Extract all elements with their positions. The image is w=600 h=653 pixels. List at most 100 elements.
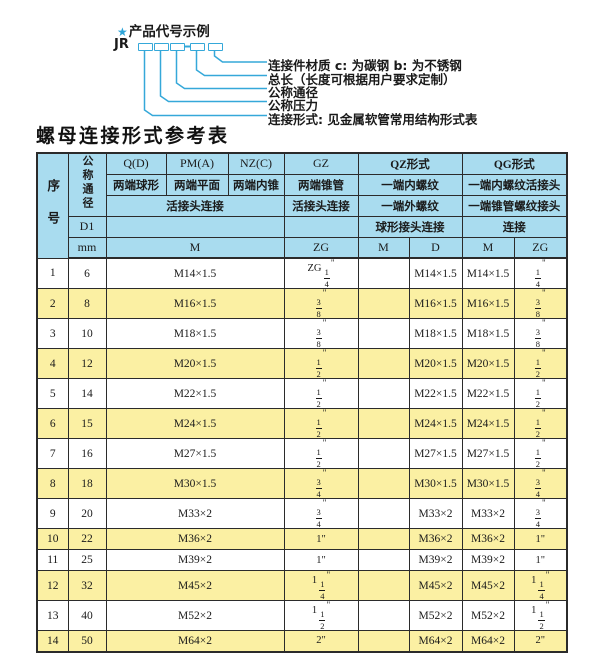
cell-qg-m: M64×2 <box>461 630 515 652</box>
cell-mm: 32 <box>67 570 107 601</box>
cell-qg-m: M39×2 <box>461 549 515 571</box>
cell-mm: 22 <box>67 528 107 550</box>
cell-seq: 8 <box>36 468 69 499</box>
cell-qg-m: M16×1.5 <box>461 288 515 319</box>
nut-connection-table: 序号 公称通径 Q(D) PM(A) NZ(C) GZ QZ形式 QG形式 两端… <box>36 152 569 653</box>
connector-lines <box>143 45 267 117</box>
cell-qz-m <box>357 318 410 349</box>
cell-mm: 6 <box>67 257 107 289</box>
cell-mm: 14 <box>67 378 107 409</box>
table-row: 6 15 M24×1.5 1 2 " M24×1.5 M24×1.5 1 2 " <box>36 408 568 439</box>
header-q-desc: 两端球形 <box>105 173 167 196</box>
cell-qg-zg: 3 4 " <box>513 498 568 529</box>
cell-qz-m <box>357 378 410 409</box>
cell-zg: 3 4 " <box>283 468 359 499</box>
cell-m: M14×1.5 <box>105 257 285 289</box>
table-row: 12 32 M45×2 1 1 4 " M45×2 M45×2 1 1 4 " <box>36 570 568 601</box>
cell-qz-d: M27×1.5 <box>408 438 463 469</box>
cell-zg: 2" <box>283 630 359 652</box>
cell-qz-m <box>357 408 410 439</box>
cell-qz-m <box>357 257 410 289</box>
table-row: 4 12 M20×1.5 1 2 " M20×1.5 M20×1.5 1 2 " <box>36 348 568 379</box>
cell-m: M20×1.5 <box>105 348 285 379</box>
cell-m: M27×1.5 <box>105 438 285 469</box>
cell-mm: 50 <box>67 630 107 652</box>
header-qz-conn: 球形接头连接 <box>357 215 463 238</box>
cell-seq: 4 <box>36 348 69 379</box>
cell-qg-m: M18×1.5 <box>461 318 515 349</box>
cell-m: M16×1.5 <box>105 288 285 319</box>
cell-qz-d: M14×1.5 <box>408 257 463 289</box>
table-row: 2 8 M16×1.5 3 8 " M16×1.5 M16×1.5 3 8 " <box>36 288 568 319</box>
cell-qg-zg: 2" <box>513 630 568 652</box>
header-qg-desc2: 一端锥管螺纹接头 <box>461 194 568 217</box>
cell-qg-m: M45×2 <box>461 570 515 601</box>
cell-qz-m <box>357 498 410 529</box>
col-header-qg: QG形式 <box>461 152 568 175</box>
cell-m: M33×2 <box>105 498 285 529</box>
cell-mm: 10 <box>67 318 107 349</box>
cell-mm: 18 <box>67 468 107 499</box>
cell-zg: 3 8 " <box>283 288 359 319</box>
table-row: 13 40 M52×2 1 1 2 " M52×2 M52×2 1 1 2 " <box>36 600 568 631</box>
cell-qg-zg: 3 8 " <box>513 318 568 349</box>
cell-mm: 15 <box>67 408 107 439</box>
cell-mm: 25 <box>67 549 107 571</box>
cell-seq: 6 <box>36 408 69 439</box>
cell-qz-d: M52×2 <box>408 600 463 631</box>
cell-qg-zg: 1" <box>513 549 568 571</box>
cell-qz-m <box>357 570 410 601</box>
col-header-nz: NZ(C) <box>227 152 285 175</box>
cell-qg-zg: 3 4 " <box>513 468 568 499</box>
code-prefix: JR <box>114 37 129 52</box>
table-row: 11 25 M39×2 1" M39×2 M39×2 1" <box>36 549 568 571</box>
cell-qg-zg: 1 1 4 " <box>513 570 568 601</box>
cell-seq: 7 <box>36 438 69 469</box>
code-box-1 <box>138 43 153 51</box>
header-qg-zg: ZG <box>513 236 568 259</box>
cell-qz-d: M30×1.5 <box>408 468 463 499</box>
cell-zg: 1 2 " <box>283 408 359 439</box>
table-row: 10 22 M36×2 1" M36×2 M36×2 1" <box>36 528 568 550</box>
col-header-pm: PM(A) <box>165 152 229 175</box>
cell-zg: 1 1 4 " <box>283 570 359 601</box>
cell-m: M22×1.5 <box>105 378 285 409</box>
cell-qg-m: M14×1.5 <box>461 257 515 289</box>
code-box-5 <box>208 43 223 51</box>
cell-seq: 13 <box>36 600 69 631</box>
diagram-title: ★产品代号示例 <box>117 20 210 40</box>
star-icon: ★ <box>117 25 128 39</box>
cell-m: M36×2 <box>105 528 285 550</box>
diagram-title-text: 产品代号示例 <box>128 24 210 40</box>
header-qg-desc1: 一端内螺纹活接头 <box>461 173 568 196</box>
cell-qz-d: M45×2 <box>408 570 463 601</box>
cell-qz-d: M20×1.5 <box>408 348 463 379</box>
cell-m: M64×2 <box>105 630 285 652</box>
cell-seq: 5 <box>36 378 69 409</box>
cell-m: M24×1.5 <box>105 408 285 439</box>
cell-seq: 12 <box>36 570 69 601</box>
header-qg-m: M <box>461 236 515 259</box>
table-row: 14 50 M64×2 2" M64×2 M64×2 2" <box>36 630 568 652</box>
code-box-2 <box>154 43 169 51</box>
cell-seq: 10 <box>36 528 69 550</box>
cell-qz-m <box>357 468 410 499</box>
cell-m: M18×1.5 <box>105 318 285 349</box>
cell-zg: 1" <box>283 549 359 571</box>
cell-qg-zg: 1 2 " <box>513 438 568 469</box>
cell-zg: 1 2 " <box>283 438 359 469</box>
table-row: 7 16 M27×1.5 1 2 " M27×1.5 M27×1.5 1 2 " <box>36 438 568 469</box>
header-qz-desc2: 一端外螺纹 <box>357 194 463 217</box>
code-label-pressure: 公称压力 <box>268 98 319 113</box>
header-union-conn: 活接头连接 <box>105 194 285 217</box>
cell-qz-m <box>357 438 410 469</box>
col-header-qz: QZ形式 <box>357 152 463 175</box>
catalog-page: { "colors":{ "header_bg":"#a9dcef", "row… <box>36 20 569 653</box>
table-row: 1 6 M14×1.5 ZG 1 4 " M14×1.5 M14×1.5 1 4 " <box>36 257 568 289</box>
cell-qg-m: M24×1.5 <box>461 408 515 439</box>
header-qg-conn: 连接 <box>461 215 568 238</box>
col-header-bore: 公称通径 <box>67 152 107 217</box>
cell-qz-d: M24×1.5 <box>408 408 463 439</box>
cell-qz-d: M33×2 <box>408 498 463 529</box>
cell-mm: 12 <box>67 348 107 379</box>
